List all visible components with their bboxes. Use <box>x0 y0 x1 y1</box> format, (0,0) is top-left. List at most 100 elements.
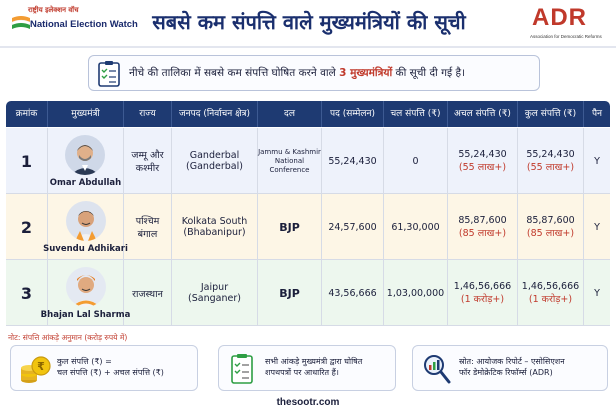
party-cell: Jammu & Kashmir National Conference <box>258 128 322 194</box>
constituency-line: Kolkata South <box>181 216 248 227</box>
adr-logo-text: ADR <box>532 4 587 31</box>
total-note: (1 करोड़+) <box>528 294 573 305</box>
intro-prefix: नीचे की तालिका में सबसे कम संपत्ति घोषित… <box>129 67 340 79</box>
affidavit-box: सभी आंकड़े मुख्यमंत्री द्वारा घोषित शपथप… <box>218 345 396 391</box>
tricolor-flag-icon <box>11 16 31 29</box>
constituency-line: (Bhabanipur) <box>183 227 246 238</box>
state-line: पश्चिम <box>135 216 160 227</box>
title-divider <box>0 46 616 48</box>
source-line: स्रोत: आयोजक रिपोर्ट – एसोसिएशन <box>459 357 565 366</box>
total-note: (55 लाख+) <box>526 162 575 173</box>
immovable-value: 55,24,430 <box>458 149 507 160</box>
clipboard-checklist-icon <box>98 61 120 87</box>
intro-box: नीचे की तालिका में सबसे कम संपत्ति घोषित… <box>88 55 540 91</box>
cm-name: Omar Abdullah <box>49 177 122 188</box>
total-cell: 85,87,600 (85 लाख+) <box>518 194 584 260</box>
table-row: 3 Bhajan Lal Sharma राजस्थान Jaipur (Sang… <box>6 260 610 326</box>
state-line: जम्मू और <box>131 150 164 161</box>
total-value: 55,24,430 <box>526 149 575 160</box>
table-row: 1 Omar Abdullah जम्मू और कश्मीर Ganderbal… <box>6 128 610 194</box>
col-header-pad: पद (सम्मेलन) <box>322 101 384 127</box>
col-header-movable: चल संपत्ति (₹) <box>384 101 448 127</box>
rank-cell: 1 <box>6 128 48 194</box>
formula-box: ₹ कुल संपत्ति (₹) = चल संपत्ति (₹) + अचल… <box>10 345 198 391</box>
immovable-value: 85,87,600 <box>458 215 507 226</box>
immovable-note: (55 लाख+) <box>458 162 507 173</box>
constituency-line: (Sanganer) <box>188 293 241 304</box>
movable-value: 0 <box>412 155 419 167</box>
cm-name: Bhajan Lal Sharma <box>40 309 131 320</box>
coin-stack-icon: ₹ <box>21 356 51 383</box>
svg-text:₹: ₹ <box>37 360 45 373</box>
state-cell: राजस्थान <box>124 260 172 326</box>
state-cell: जम्मू और कश्मीर <box>124 128 172 194</box>
formula-line: चल संपत्ति (₹) + अचल संपत्ति (₹) <box>57 368 164 377</box>
state-line: कश्मीर <box>135 163 160 174</box>
pad-value: 43,56,666 <box>328 287 377 299</box>
intro-suffix: की सूची दी गई है। <box>392 67 466 79</box>
col-header-state: राज्य <box>124 101 172 127</box>
constituency-line: (Ganderbal) <box>186 161 243 172</box>
pan-value: Y <box>594 155 600 167</box>
col-header-rank: क्रमांक <box>6 101 48 127</box>
intro-text: नीचे की तालिका में सबसे कम संपत्ति घोषित… <box>129 66 465 80</box>
avatar <box>65 266 106 307</box>
party-name: BJP <box>279 286 300 300</box>
pan-value: Y <box>594 221 600 233</box>
total-note: (85 लाख+) <box>526 228 575 239</box>
avatar <box>65 134 106 175</box>
immovable-cell: 85,87,600 (85 लाख+) <box>448 194 518 260</box>
constituency-cell: Jaipur (Sanganer) <box>172 260 258 326</box>
total-cell: 55,24,430 (55 लाख+) <box>518 128 584 194</box>
movable-cell: 0 <box>384 128 448 194</box>
total-cell: 1,46,56,666 (1 करोड़+) <box>518 260 584 326</box>
intro-highlight: 3 मुख्यमंत्रियों <box>339 67 393 79</box>
immovable-cell: 1,46,56,666 (1 करोड़+) <box>448 260 518 326</box>
pad-value: 55,24,430 <box>328 155 377 167</box>
state-line: राजस्थान <box>132 288 163 300</box>
logo-name: National Election Watch <box>30 19 138 30</box>
col-header-pan: पैन <box>591 109 603 119</box>
col-header-total: कुल संपत्ति (₹) <box>518 101 584 127</box>
constituency-cell: Kolkata South (Bhabanipur) <box>172 194 258 260</box>
constituency-line: Jaipur <box>200 282 229 293</box>
col-header-constituency: जनपद (निर्वाचन क्षेत्र) <box>172 101 258 127</box>
header: राष्ट्रीय इलेक्शन वॉच National Election … <box>0 0 616 48</box>
table-header: क्रमांक मुख्यमंत्री राज्य जनपद (निर्वाचन… <box>6 101 610 127</box>
movable-value: 1,03,00,000 <box>386 287 445 299</box>
party-line: Jammu & Kashmir <box>258 147 321 156</box>
col-header-party: दल <box>258 101 322 127</box>
page-title: सबसे कम संपत्ति वाले मुख्यमंत्रियों की स… <box>152 10 466 34</box>
pan-cell: Y <box>584 128 610 194</box>
movable-value: 61,30,000 <box>391 221 440 233</box>
movable-cell: 61,30,000 <box>384 194 448 260</box>
cm-cell: Omar Abdullah <box>48 128 124 194</box>
adr-logo-subtitle: Association for Democratic Reforms <box>530 34 602 39</box>
state-line: बंगाल <box>137 229 158 240</box>
pan-value: Y <box>594 287 600 299</box>
national-election-watch-logo: राष्ट्रीय इलेक्शन वॉच National Election … <box>6 6 138 40</box>
rank: 2 <box>20 217 33 237</box>
movable-cell: 1,03,00,000 <box>384 260 448 326</box>
pad-cell: 24,57,600 <box>322 194 384 260</box>
source-text: स्रोत: आयोजक रिपोर्ट – एसोसिएशन फॉर डेमो… <box>459 356 565 378</box>
pad-value: 24,57,600 <box>328 221 377 233</box>
table-row: 2 Suvendu Adhikari पश्चिम बंगाल Kolkata S… <box>6 194 610 260</box>
rank-cell: 2 <box>6 194 48 260</box>
total-value: 85,87,600 <box>526 215 575 226</box>
source-box: स्रोत: आयोजक रिपोर्ट – एसोसिएशन फॉर डेमो… <box>412 345 608 391</box>
pan-cell: Y <box>584 194 610 260</box>
party-line: Conference <box>269 165 310 174</box>
constituency-cell: Ganderbal (Ganderbal) <box>172 128 258 194</box>
site-url[interactable]: thesootr.com <box>276 397 340 408</box>
total-value: 1,46,56,666 <box>521 281 580 292</box>
magnifier-chart-icon <box>424 355 451 384</box>
affidavit-line: शपथपत्रों पर आधारित हैं। <box>265 368 339 377</box>
rank: 3 <box>20 283 33 303</box>
formula-line: कुल संपत्ति (₹) = <box>57 357 112 366</box>
party-line: National <box>274 156 305 165</box>
immovable-cell: 55,24,430 (55 लाख+) <box>448 128 518 194</box>
col-header-cm: मुख्यमंत्री <box>48 101 124 127</box>
pan-cell: Y <box>584 260 610 326</box>
immovable-note: (85 लाख+) <box>458 228 507 239</box>
